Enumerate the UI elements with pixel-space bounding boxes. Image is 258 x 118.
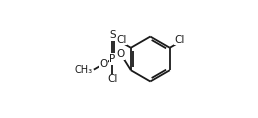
Text: Cl: Cl <box>175 35 185 45</box>
Text: Cl: Cl <box>116 35 126 45</box>
Text: S: S <box>109 30 116 40</box>
Text: Cl: Cl <box>107 74 117 84</box>
Text: O: O <box>117 49 125 59</box>
Text: P: P <box>109 54 115 64</box>
Text: CH₃: CH₃ <box>75 65 93 75</box>
Text: O: O <box>100 59 108 69</box>
